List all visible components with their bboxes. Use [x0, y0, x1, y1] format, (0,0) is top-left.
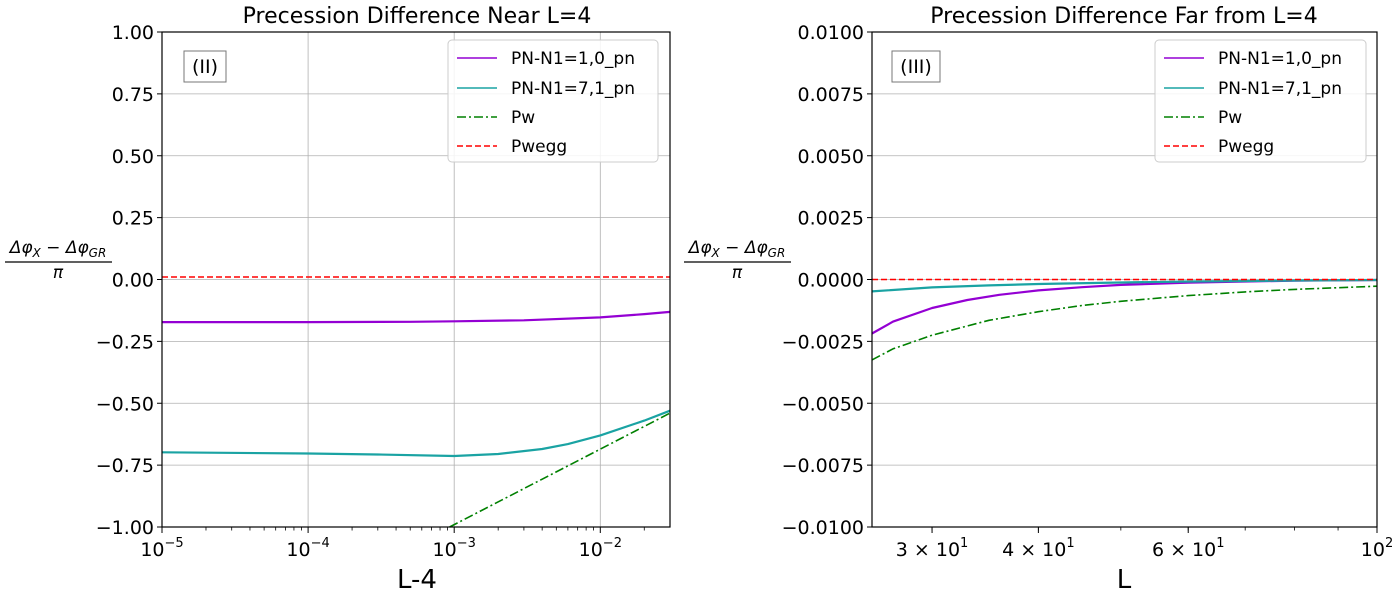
x-tick-label: 10−4	[286, 536, 329, 561]
chart-title: Precession Difference Near L=4	[243, 4, 592, 29]
axes-frame	[161, 31, 671, 528]
legend: PN-N1=1,0_pn PN-N1=7,1_pn Pw Pwegg	[1154, 39, 1367, 163]
series-line	[449, 412, 671, 528]
x-tick-label: 6 × 101	[1152, 536, 1225, 561]
legend-item: PN-N1=1,0_pn	[457, 49, 635, 69]
x-axis-label: L-4	[397, 565, 437, 595]
y-tick-label: 0.50	[112, 146, 154, 168]
x-tick-label: 4 × 101	[1002, 536, 1075, 561]
y-tick-label: −0.25	[96, 331, 154, 353]
y-tick-label: 0.00	[112, 270, 154, 292]
x-tick-label: 10−3	[433, 536, 476, 561]
y-axis: 1.00 0.75 0.50 0.25 0.00 −0.25 −0.50 −0.75 −1.00	[96, 22, 162, 539]
y-tick-label: −0.0050	[782, 393, 864, 415]
y-tick-label: −0.0100	[782, 517, 864, 539]
y-tick-label: 0.0100	[798, 22, 864, 44]
x-tick-label: 3 × 101	[896, 536, 969, 561]
y-tick-label: 0.75	[112, 84, 154, 106]
x-axis-label: L	[1117, 565, 1132, 595]
y-tick-label: 0.0000	[798, 270, 864, 292]
svg-text:PN-N1=7,1_pn: PN-N1=7,1_pn	[511, 79, 635, 99]
panel-tag: (III)	[891, 50, 941, 83]
y-axis: 0.0100 0.0075 0.0050 0.0025 0.0000 −0.0025 −0.…	[782, 22, 872, 539]
plot-area	[161, 276, 671, 528]
svg-text:Pw: Pw	[511, 108, 535, 128]
x-axis: 10−5 10−4 10−3 10−2	[140, 527, 645, 561]
panel-tag: (II)	[183, 50, 227, 83]
legend-item: PN-N1=7,1_pn	[457, 79, 635, 99]
x-tick-label: 10−2	[579, 536, 622, 561]
svg-text:PN-N1=7,1_pn: PN-N1=7,1_pn	[1218, 79, 1342, 99]
y-tick-label: −0.0025	[782, 331, 864, 353]
x-tick-label: 102	[1361, 536, 1393, 561]
svg-text:π: π	[53, 263, 64, 283]
series-line	[162, 310, 671, 324]
series-line	[871, 285, 1378, 361]
chart-panel-near: Precession Difference Near L=4 ΔφX − ΔφG…	[5, 4, 671, 595]
svg-text:PN-N1=1,0_pn: PN-N1=1,0_pn	[1218, 49, 1342, 69]
chart-title: Precession Difference Far from L=4	[930, 4, 1317, 29]
y-tick-label: 0.25	[112, 208, 154, 230]
svg-text:PN-N1=1,0_pn: PN-N1=1,0_pn	[511, 49, 635, 69]
y-tick-label: −1.00	[96, 517, 154, 539]
legend: PN-N1=1,0_pn PN-N1=7,1_pn Pw Pwegg	[447, 39, 659, 163]
svg-text:Pw: Pw	[1218, 108, 1242, 128]
y-tick-label: −0.75	[96, 455, 154, 477]
y-tick-label: 0.0075	[798, 84, 864, 106]
x-axis: 3 × 101 4 × 101 6 × 101 102	[896, 527, 1393, 561]
legend-item: PN-N1=1,0_pn	[1164, 49, 1342, 69]
y-tick-label: 1.00	[112, 22, 154, 44]
y-axis-label: ΔφX − ΔφGR π	[5, 238, 112, 283]
plot-area	[871, 278, 1378, 361]
axes-frame	[871, 31, 1378, 528]
chart-panel-far: Precession Difference Far from L=4 ΔφX −…	[684, 4, 1393, 595]
svg-text:Pwegg: Pwegg	[511, 137, 567, 157]
series-line	[871, 278, 1378, 335]
y-tick-label: 0.0050	[798, 146, 864, 168]
svg-text:(II): (II)	[192, 56, 218, 78]
svg-text:Pwegg: Pwegg	[1218, 137, 1274, 157]
legend-item: Pw	[1164, 108, 1242, 128]
svg-text:ΔφX − ΔφGR: ΔφX − ΔφGR	[8, 238, 107, 260]
legend-item: Pwegg	[457, 137, 567, 157]
x-tick-label: 10−5	[140, 536, 183, 561]
svg-text:π: π	[732, 263, 743, 283]
svg-text:(III): (III)	[900, 56, 932, 78]
svg-text:ΔφX − ΔφGR: ΔφX − ΔφGR	[687, 238, 786, 260]
legend-item: Pw	[457, 108, 535, 128]
series-line	[161, 409, 671, 458]
y-tick-label: −0.0075	[782, 455, 864, 477]
legend-item: PN-N1=7,1_pn	[1164, 79, 1342, 99]
y-tick-label: −0.50	[96, 393, 154, 415]
series-line	[871, 278, 1378, 293]
y-tick-label: 0.0025	[798, 208, 864, 230]
y-axis-label: ΔφX − ΔφGR π	[684, 238, 791, 283]
legend-item: Pwegg	[1164, 137, 1274, 157]
